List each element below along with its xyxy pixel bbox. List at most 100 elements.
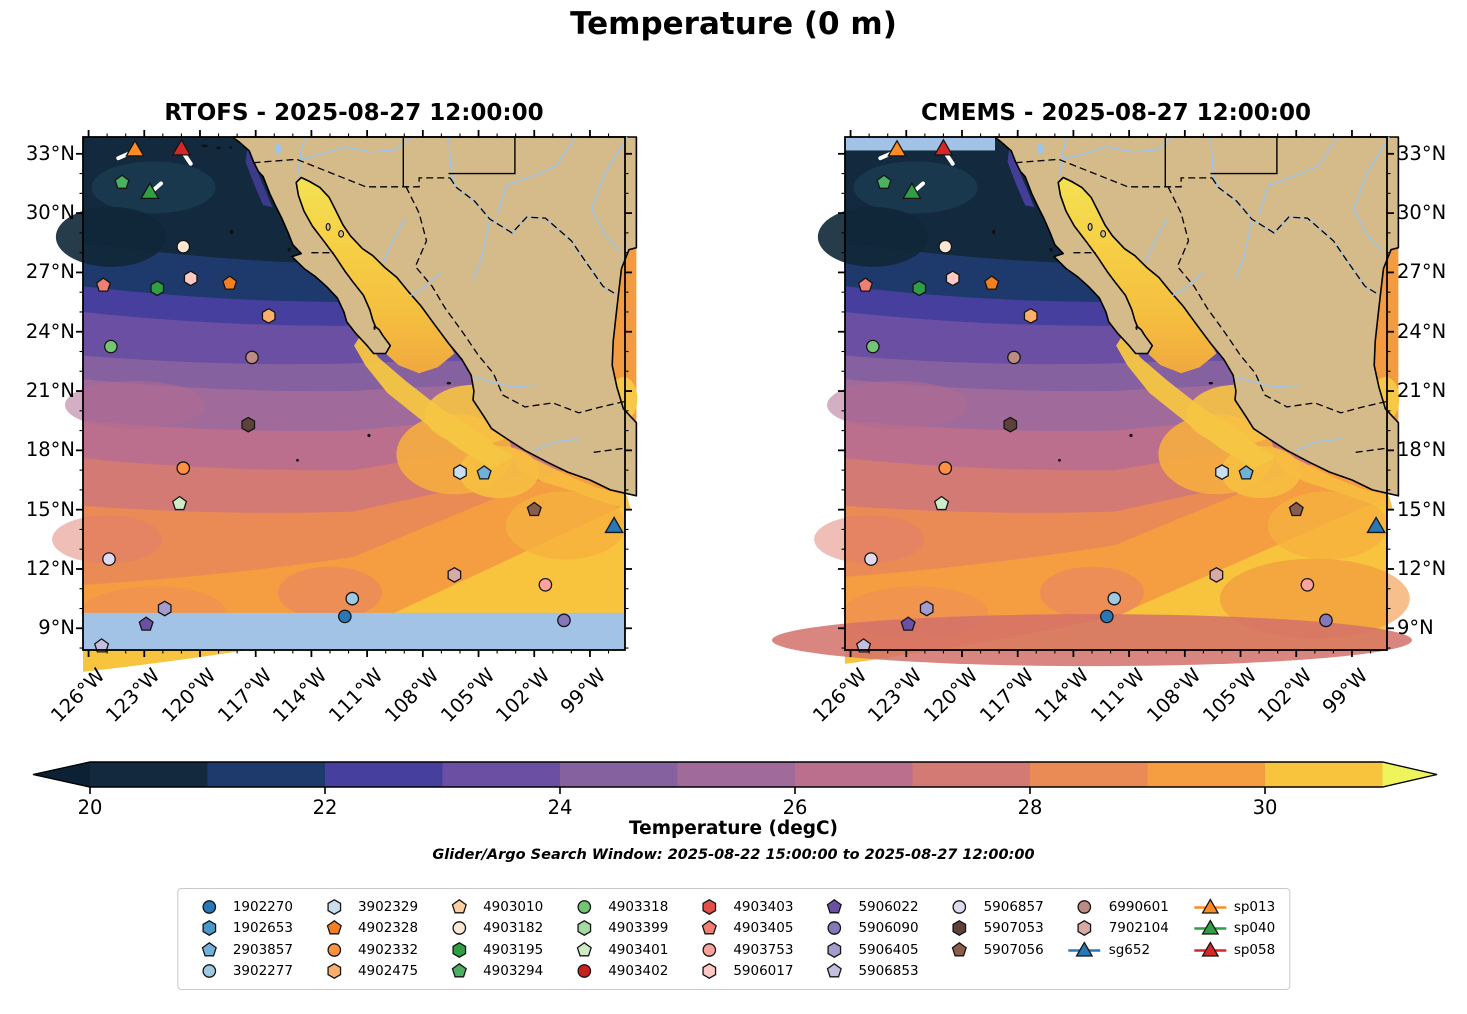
lon-tick-label: 126°W	[807, 663, 872, 727]
platform-marker-4903401	[933, 495, 950, 511]
hexagon-marker-icon	[577, 920, 592, 937]
legend-column: 4903010 4903182 4903195 4903294	[442, 896, 543, 982]
legend-label: sg652	[1108, 941, 1151, 958]
legend-column: 5906022 5906090 5906405 5906853	[817, 896, 919, 983]
platform-marker-sg652	[1366, 516, 1386, 534]
platform-marker-5906022	[900, 616, 916, 631]
legend-label: 1902653	[232, 920, 293, 937]
legend-item-4903182: 4903182	[442, 918, 543, 940]
platform-marker-4903318	[866, 339, 880, 354]
panel-title-rtofs: RTOFS - 2025-08-27 12:00:00	[164, 100, 544, 126]
glider-marker-icon	[1193, 897, 1226, 914]
legend-item-3902277: 3902277	[192, 961, 293, 983]
lat-tick-label: 30°N	[1397, 201, 1447, 225]
lon-tick-label: 105°W	[435, 663, 499, 727]
pentagon-marker-icon	[701, 920, 717, 935]
circle-marker-icon	[201, 899, 216, 914]
platform-marker-5906017	[945, 270, 960, 287]
legend-label: 4903402	[608, 963, 669, 980]
platform-marker-sp040	[902, 182, 922, 199]
platform-marker-5906857	[102, 552, 116, 566]
colorbar-tick-label: 30	[1252, 796, 1278, 819]
legend-item-4903294: 4903294	[442, 961, 543, 983]
legend-column: 6990601 7902104 sg652	[1068, 896, 1169, 982]
legend-label: 5906022	[858, 898, 919, 915]
pentagon-marker-icon	[951, 941, 968, 957]
glider-marker-icon	[1193, 940, 1226, 957]
legend-item-4903753: 4903753	[692, 939, 793, 961]
pentagon-marker-icon	[326, 920, 342, 935]
lon-tick-label: 102°W	[1253, 663, 1317, 727]
platform-marker-sp013	[887, 139, 907, 157]
platform-marker-1902270	[337, 609, 352, 624]
platform-marker-4903195	[912, 280, 927, 297]
platform-marker-4903294	[114, 174, 130, 189]
legend-label: 2903857	[232, 941, 293, 958]
colorbar	[32, 761, 1438, 794]
circle-marker-icon	[201, 964, 216, 979]
lat-tick-label: 9°N	[1397, 616, 1434, 640]
legend-item-1902653: 1902653	[192, 918, 293, 940]
hexagon-marker-icon	[201, 920, 216, 937]
platform-marker-sp058	[171, 138, 192, 156]
lat-tick-label: 18°N	[25, 438, 75, 462]
legend-label: 5906090	[858, 920, 919, 937]
legend-item-4903403: 4903403	[692, 896, 793, 918]
platform-marker-5907056	[526, 501, 542, 517]
legend-item-1902270: 1902270	[192, 896, 293, 918]
legend-column: 3902329 4902328 4902332 4902475	[317, 896, 418, 982]
legend-item-5906857: 5906857	[943, 896, 1044, 918]
platform-marker-5906017	[183, 270, 198, 287]
legend-item-2903857: 2903857	[192, 939, 293, 961]
legend-item-5906405: 5906405	[817, 939, 919, 961]
legend-column: 5906857 5907053 5907056	[943, 896, 1044, 982]
lon-tick-label: 126°W	[45, 663, 110, 727]
colorbar-tick-label: 22	[312, 796, 338, 819]
legend-item-4902475: 4902475	[317, 961, 418, 983]
platform-marker-4903753	[1300, 577, 1315, 592]
legend-item-5906853: 5906853	[817, 961, 919, 983]
pentagon-marker-icon	[576, 941, 592, 957]
platform-marker-4903405	[95, 277, 112, 292]
hexagon-marker-icon	[702, 963, 717, 980]
platform-marker-3902277	[345, 591, 360, 606]
hexagon-marker-icon	[327, 898, 341, 915]
platform-marker-5906022	[138, 616, 154, 631]
legend-label: 4903399	[608, 920, 669, 937]
platform-marker-4903753	[538, 577, 553, 592]
legend-item-3902329: 3902329	[317, 896, 418, 918]
colorbar-tick-label: 20	[77, 796, 103, 819]
map-cmems	[771, 130, 1412, 667]
legend-label: 6990601	[1108, 898, 1169, 915]
legend-label: 4903195	[483, 941, 544, 958]
legend-label: 5906405	[858, 941, 919, 958]
panel-title-cmems: CMEMS - 2025-08-27 12:00:00	[920, 100, 1312, 126]
circle-marker-icon	[577, 899, 592, 914]
platform-marker-5906405	[919, 600, 934, 617]
legend-label: 5906017	[733, 963, 794, 980]
circle-marker-icon	[452, 921, 466, 936]
lon-tick-label: 108°W	[380, 663, 444, 727]
platform-marker-4903401	[171, 495, 188, 511]
platform-marker-5906090	[557, 613, 571, 628]
hexagon-marker-icon	[952, 920, 967, 937]
legend-column: sp013 sp040 sp058	[1193, 896, 1275, 982]
pentagon-marker-icon	[451, 963, 467, 978]
lat-tick-label: 24°N	[1397, 319, 1447, 343]
legend-label: 4903318	[608, 898, 669, 915]
platform-marker-5906853	[93, 638, 110, 653]
platform-marker-4903318	[104, 339, 118, 354]
platform-marker-4902328	[222, 275, 238, 290]
legend-item-4903195: 4903195	[442, 939, 543, 961]
glider-marker-icon	[1068, 940, 1101, 957]
colorbar-tick-label: 28	[1017, 796, 1043, 819]
legend-column: 4903318 4903399 4903401 4903402	[567, 896, 668, 982]
legend-label: 4903401	[608, 941, 669, 958]
glider-marker-icon	[1193, 919, 1226, 935]
legend-item-4903399: 4903399	[567, 918, 668, 940]
platform-marker-2903857	[1238, 465, 1254, 480]
legend-item-5907056: 5907056	[943, 939, 1044, 961]
pentagon-marker-icon	[451, 898, 467, 914]
legend-item-4903318: 4903318	[567, 896, 668, 918]
lat-tick-label: 27°N	[25, 260, 75, 284]
